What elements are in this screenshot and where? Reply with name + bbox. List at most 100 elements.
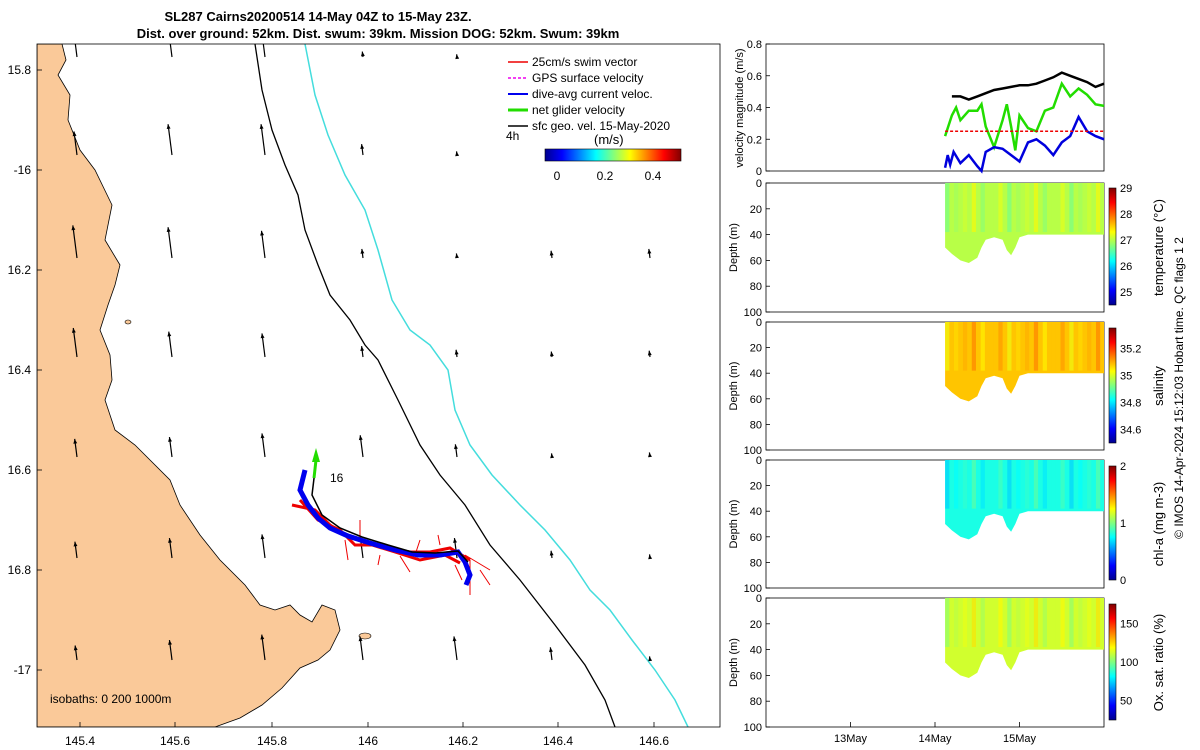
colorbar-label: salinity — [1151, 366, 1166, 406]
speed-colorbar — [544, 148, 682, 162]
depth-tick-label: 60 — [750, 394, 762, 406]
heatmap-profile-stripe — [1051, 460, 1056, 509]
sfc-velocity-arrow-head — [260, 634, 265, 640]
sfc-velocity-arrow-head — [166, 124, 171, 130]
heatmap-profile-stripe — [1033, 183, 1039, 233]
time-series-panels: 0 0.2 0.4 0.6 0.8 velocity magnitude (m/s) 0… — [728, 39, 1166, 745]
sfc-velocity-arrow-head — [166, 227, 171, 233]
colorbar-tick-label: 2 — [1120, 461, 1126, 473]
sfc-velocity-arrow-head — [454, 444, 458, 450]
heatmap-profile-stripe — [962, 598, 968, 648]
heatmap-profile-stripe — [1069, 598, 1074, 648]
sfc-velocity-arrow-head — [647, 350, 652, 356]
isobath-1000m — [304, 44, 689, 727]
sfc-velocity-arrow-head — [168, 640, 172, 645]
map-xtick-label: 146.4 — [543, 734, 573, 748]
heatmap-profile-stripe — [945, 183, 950, 233]
heatmap-profile-stripe — [1087, 322, 1092, 371]
heatmap-profile-stripe — [945, 598, 950, 648]
depth-tick-label: 40 — [750, 645, 762, 657]
sfc-velocity-arrow-head — [549, 550, 554, 556]
heatmap-profile-stripe — [1033, 598, 1039, 648]
heatmap-profile-stripe — [1024, 460, 1030, 509]
heatmap-profile-stripe — [989, 322, 994, 371]
sfc-velocity-arrow-head — [648, 656, 653, 662]
map-ytick-label: -17 — [14, 663, 32, 677]
map-x-ticks: 145.4 145.6 145.8 146 146.2 146.4 146.6 — [65, 722, 669, 748]
depth-tick-label: 80 — [750, 281, 762, 293]
heatmap-profile-stripe — [1007, 460, 1012, 509]
glider-path-black — [311, 469, 469, 563]
net-glider-velocity-head — [312, 448, 320, 462]
colorbar-tick-label: 35 — [1120, 370, 1132, 382]
heatmap-profile-stripe — [1007, 183, 1012, 233]
colorbar — [1108, 603, 1117, 721]
map-xtick-label: 146 — [358, 734, 378, 748]
colorbar-label: chl-a (mg m-3) — [1151, 482, 1166, 567]
sfc-velocity-arrow-head — [358, 636, 363, 642]
footer-credit: © IMOS 14-Apr-2024 15:12:03 Hobart time.… — [1172, 237, 1186, 539]
heatmap-profile-stripe — [1060, 322, 1065, 371]
heatmap-profile-stripe — [962, 322, 968, 371]
time-label: 4h — [506, 129, 519, 143]
sfc-velocity-arrow-head — [549, 647, 553, 653]
heatmap-profile-stripe — [1078, 322, 1083, 371]
depth-ylabel: Depth (m) — [728, 500, 740, 549]
heatmap-profile-stripe — [1095, 598, 1101, 648]
depth-tick-label: 80 — [750, 419, 762, 431]
heatmap-profile-stripe — [980, 460, 985, 509]
colorbar — [1108, 327, 1117, 444]
units-label: (m/s) — [594, 132, 624, 147]
colorbar-tick-label: 29 — [1120, 183, 1132, 195]
heatmap-profile-stripe — [998, 322, 1003, 371]
heatmap-profile-stripe — [971, 598, 976, 648]
colorbar-tick-label: 150 — [1120, 618, 1138, 630]
heatmap-profile-stripe — [980, 322, 985, 371]
heatmap-profile-stripe — [1042, 598, 1047, 648]
depth-ylabel: Depth (m) — [728, 638, 740, 687]
colorbar-tick-label: 27 — [1120, 235, 1132, 247]
depth-tick-label: 60 — [750, 532, 762, 544]
heatmap-profile-stripe — [1078, 460, 1083, 509]
depth-tick-label: 0 — [756, 178, 762, 190]
colorbar-tick-label: 0 — [1120, 575, 1126, 587]
heatmap-profile-stripe — [1060, 460, 1065, 509]
heatmap-profile-stripe — [954, 598, 959, 648]
depth-tick-label: 100 — [744, 583, 762, 595]
map-ytick-label: 16.6 — [8, 463, 32, 477]
velocity-ylabel: velocity magnitude (m/s) — [734, 48, 746, 167]
dive-avg-current-blue — [297, 469, 473, 586]
map-xtick-label: 146.2 — [448, 734, 478, 748]
legend-net: net glider velocity — [532, 103, 625, 117]
title-line-2: Dist. over ground: 52km. Dist. swum: 39k… — [137, 26, 620, 41]
surface-velocity-arrows — [71, 44, 653, 662]
heatmap-profile-stripe — [1051, 183, 1056, 233]
heatmap-profile-stripe — [954, 460, 959, 509]
isobath-200m — [254, 44, 616, 727]
heatmap-profile-stripe — [989, 460, 994, 509]
sfc-velocity-arrow-head — [647, 248, 652, 254]
legend-swim: 25cm/s swim vector — [532, 55, 637, 69]
heatmap-profile-stripe — [1016, 598, 1021, 648]
map-ytick-label: 16.4 — [8, 363, 32, 377]
sfc-velocity-arrow-head — [260, 534, 265, 540]
sfc-velocity-arrow-head — [71, 225, 76, 231]
heatmap-panel-1: 0 20 40 60 80 100 Depth (m) 25 26 27 28 29 temperatu… — [728, 178, 1166, 319]
map-frame — [36, 43, 721, 728]
colorbar — [1108, 465, 1117, 581]
heatmap-profile-stripe — [998, 183, 1003, 233]
sfc-velocity-arrow-head — [168, 437, 172, 442]
heatmap-profile-stripe — [971, 460, 976, 509]
sfc-velocity-arrow — [262, 44, 266, 58]
sfc-velocity-arrow-head — [358, 435, 363, 441]
depth-tick-label: 20 — [750, 619, 762, 631]
isobath-label: isobaths: 0 200 1000m — [50, 692, 171, 706]
sfc-velocity-arrow-head — [455, 253, 459, 259]
heatmap-profile-stripe — [1087, 598, 1092, 648]
time-tick-label: 15May — [1003, 733, 1037, 745]
sfc-velocity-arrow-head — [549, 250, 554, 256]
sfc-velocity-arrow-head — [455, 151, 460, 157]
velocity-ytick-label: 0.2 — [747, 134, 762, 146]
sfc-velocity-arrow-head — [73, 645, 78, 651]
heatmap-profile-stripe — [1042, 460, 1047, 509]
